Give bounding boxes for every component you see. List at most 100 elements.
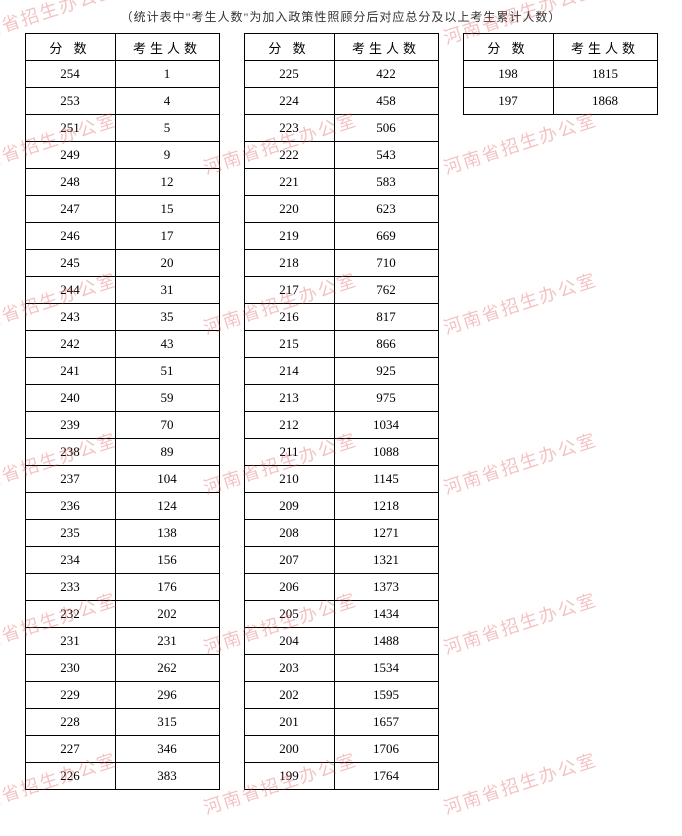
table-row: 215866 — [244, 331, 438, 358]
table-row: 2081271 — [244, 520, 438, 547]
cell-score: 233 — [25, 574, 115, 601]
table-row: 213975 — [244, 385, 438, 412]
cell-count: 89 — [115, 439, 219, 466]
cell-score: 223 — [244, 115, 334, 142]
table-row: 221583 — [244, 169, 438, 196]
cell-score: 238 — [25, 439, 115, 466]
table-row: 24812 — [25, 169, 219, 196]
cell-score: 241 — [25, 358, 115, 385]
table-row: 2121034 — [244, 412, 438, 439]
cell-score: 218 — [244, 250, 334, 277]
cell-count: 925 — [334, 358, 438, 385]
cell-count: 1373 — [334, 574, 438, 601]
table-row: 24617 — [25, 223, 219, 250]
cell-score: 205 — [244, 601, 334, 628]
table-row: 220623 — [244, 196, 438, 223]
table-row: 231231 — [25, 628, 219, 655]
cell-score: 254 — [25, 61, 115, 88]
cell-score: 211 — [244, 439, 334, 466]
cell-count: 1534 — [334, 655, 438, 682]
table-row: 232202 — [25, 601, 219, 628]
cell-score: 221 — [244, 169, 334, 196]
cell-score: 207 — [244, 547, 334, 574]
header-count: 考生人数 — [553, 34, 657, 61]
cell-score: 203 — [244, 655, 334, 682]
cell-count: 59 — [115, 385, 219, 412]
cell-score: 215 — [244, 331, 334, 358]
table-row: 2534 — [25, 88, 219, 115]
cell-count: 1321 — [334, 547, 438, 574]
table-row: 217762 — [244, 277, 438, 304]
cell-score: 197 — [463, 88, 553, 115]
cell-count: 543 — [334, 142, 438, 169]
cell-score: 208 — [244, 520, 334, 547]
cell-score: 253 — [25, 88, 115, 115]
cell-count: 1815 — [553, 61, 657, 88]
cell-score: 244 — [25, 277, 115, 304]
table-row: 2071321 — [244, 547, 438, 574]
table-row: 2041488 — [244, 628, 438, 655]
cell-count: 583 — [334, 169, 438, 196]
table-row: 225422 — [244, 61, 438, 88]
table-row: 24520 — [25, 250, 219, 277]
table-row: 1991764 — [244, 763, 438, 790]
table-header-row: 分 数 考生人数 — [25, 34, 219, 61]
cell-score: 219 — [244, 223, 334, 250]
table-row: 23889 — [25, 439, 219, 466]
cell-count: 1595 — [334, 682, 438, 709]
header-score: 分 数 — [463, 34, 553, 61]
table-row: 227346 — [25, 736, 219, 763]
table-row: 24059 — [25, 385, 219, 412]
cell-score: 239 — [25, 412, 115, 439]
cell-score: 202 — [244, 682, 334, 709]
cell-score: 212 — [244, 412, 334, 439]
cell-count: 1868 — [553, 88, 657, 115]
table-header-row: 分 数 考生人数 — [463, 34, 657, 61]
cell-score: 251 — [25, 115, 115, 142]
cell-score: 199 — [244, 763, 334, 790]
cell-count: 262 — [115, 655, 219, 682]
cell-count: 422 — [334, 61, 438, 88]
table-row: 226383 — [25, 763, 219, 790]
cell-count: 458 — [334, 88, 438, 115]
cell-count: 156 — [115, 547, 219, 574]
cell-count: 176 — [115, 574, 219, 601]
cell-score: 220 — [244, 196, 334, 223]
cell-score: 230 — [25, 655, 115, 682]
table-row: 1981815 — [463, 61, 657, 88]
cell-count: 70 — [115, 412, 219, 439]
cell-count: 623 — [334, 196, 438, 223]
header-count: 考生人数 — [115, 34, 219, 61]
cell-score: 217 — [244, 277, 334, 304]
cell-count: 5 — [115, 115, 219, 142]
cell-count: 20 — [115, 250, 219, 277]
tables-container: 分 数 考生人数 2541253425152499248122471524617… — [12, 33, 670, 790]
cell-count: 1434 — [334, 601, 438, 628]
table-row: 2541 — [25, 61, 219, 88]
cell-count: 1218 — [334, 493, 438, 520]
table-row: 2021595 — [244, 682, 438, 709]
table-row: 223506 — [244, 115, 438, 142]
header-count: 考生人数 — [334, 34, 438, 61]
cell-count: 669 — [334, 223, 438, 250]
cell-count: 104 — [115, 466, 219, 493]
cell-count: 383 — [115, 763, 219, 790]
cell-count: 15 — [115, 196, 219, 223]
table-row: 228315 — [25, 709, 219, 736]
score-table-3: 分 数 考生人数 19818151971868 — [463, 33, 658, 115]
cell-score: 236 — [25, 493, 115, 520]
statistics-note: （统计表中"考生人数"为加入政策性照顾分后对应总分及以上考生累计人数） — [12, 8, 670, 25]
cell-count: 17 — [115, 223, 219, 250]
score-table-1: 分 数 考生人数 2541253425152499248122471524617… — [25, 33, 220, 790]
cell-score: 222 — [244, 142, 334, 169]
cell-score: 226 — [25, 763, 115, 790]
cell-count: 975 — [334, 385, 438, 412]
table-row: 236124 — [25, 493, 219, 520]
header-score: 分 数 — [244, 34, 334, 61]
cell-score: 229 — [25, 682, 115, 709]
table-row: 24335 — [25, 304, 219, 331]
table-row: 2011657 — [244, 709, 438, 736]
cell-count: 231 — [115, 628, 219, 655]
table-row: 224458 — [244, 88, 438, 115]
cell-count: 1034 — [334, 412, 438, 439]
